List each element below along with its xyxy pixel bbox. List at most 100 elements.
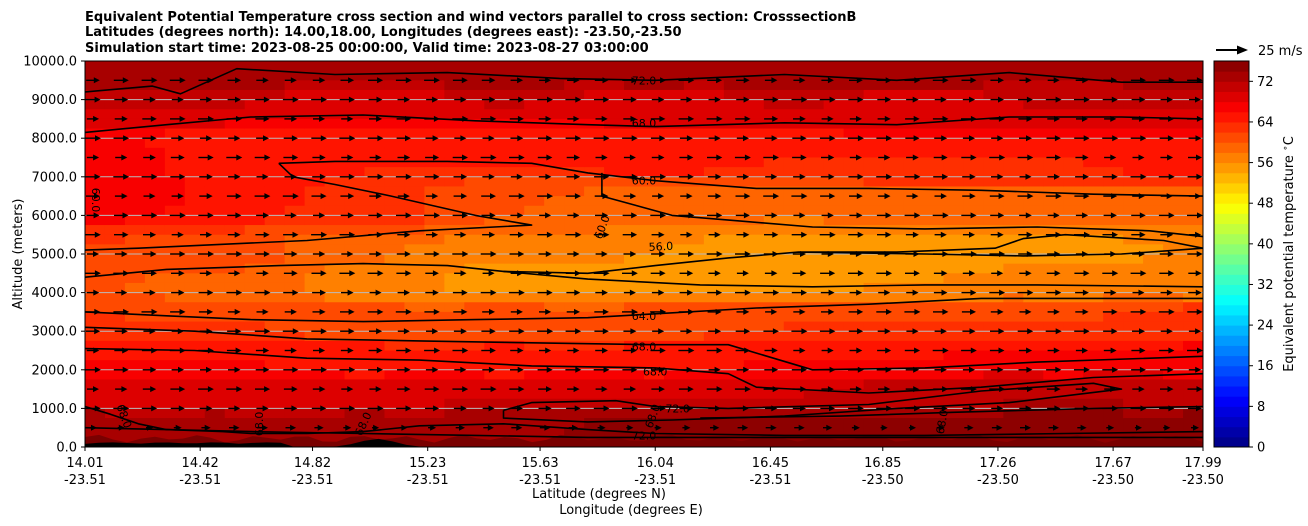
field-cell [1063, 398, 1084, 409]
wind-arrow-head [940, 193, 947, 200]
field-cell [1083, 340, 1104, 352]
field-cell [883, 369, 905, 381]
field-cell [1063, 118, 1084, 130]
wind-arrow-head [1167, 251, 1174, 257]
field-cell [723, 138, 745, 149]
field-cell [344, 302, 366, 313]
wind-arrow-head [743, 135, 749, 142]
field-cell [344, 147, 366, 159]
field-cell [1163, 398, 1184, 409]
wind-arrow-head [290, 424, 297, 431]
field-cell [344, 70, 366, 81]
field-cell [604, 128, 625, 139]
field-cell [424, 340, 445, 352]
colorbar-tick-label: 72 [1257, 75, 1274, 90]
colorbar-label-unit: C [1282, 136, 1297, 145]
field-cell [384, 369, 406, 381]
field-cell [524, 408, 545, 419]
wind-arrow-head [1055, 328, 1062, 335]
wind-arrow-head [655, 424, 662, 431]
field-cell [683, 244, 705, 255]
field-cell [783, 138, 805, 149]
field-cell [384, 61, 406, 72]
field-cell [1103, 389, 1124, 400]
field-cell [903, 398, 925, 409]
field-cell [723, 225, 745, 236]
field-cell [464, 360, 485, 371]
wind-arrow-head [489, 96, 496, 103]
field-cell [923, 147, 945, 159]
field-cell [244, 244, 266, 255]
field-cell [723, 398, 745, 409]
field-cell [124, 109, 146, 120]
wind-arrow-head [801, 193, 808, 200]
field-cell [144, 225, 166, 236]
field-cell [85, 128, 106, 139]
field-cell [464, 427, 485, 438]
field-cell [1063, 61, 1084, 72]
wind-arrow-head [401, 424, 408, 431]
gridlines [85, 61, 1203, 447]
field-cell [204, 254, 226, 265]
field-cell [164, 350, 186, 361]
wind-arrow-head [405, 115, 412, 122]
field-cell [124, 167, 146, 178]
field-cell [663, 234, 685, 245]
wind-arrow-head [347, 212, 354, 219]
field-cell [324, 157, 346, 168]
field-cell [524, 292, 545, 303]
field-cell [564, 254, 585, 265]
wind-arrow-head [546, 270, 552, 277]
field-cell [384, 234, 406, 245]
field-cell [703, 61, 725, 72]
wind-arrow-head [207, 347, 214, 354]
field-cell [883, 157, 905, 168]
field-cell [1023, 215, 1044, 226]
field-cell [564, 350, 585, 361]
field-cell [584, 340, 605, 352]
field-cell [1063, 89, 1084, 101]
wind-arrow-head [490, 386, 497, 393]
field-cell [144, 398, 166, 409]
field-cell [983, 89, 1004, 101]
field-cell [1063, 340, 1084, 352]
field-cell [1043, 360, 1064, 371]
field-cell [344, 99, 366, 110]
field-cell [164, 167, 186, 178]
wind-arrow-head [376, 231, 383, 238]
field-cell [184, 138, 206, 149]
field-cell [663, 147, 685, 159]
wind-vectors [85, 77, 1203, 431]
field-cell [883, 398, 905, 409]
field-cell [624, 61, 645, 72]
field-cell [1083, 389, 1104, 400]
quiver-key-arrow-head [1237, 45, 1248, 55]
wind-arrow-head [884, 193, 891, 200]
wind-arrow-head [1053, 212, 1060, 219]
field-cell [544, 254, 565, 265]
wind-arrow-head [319, 173, 326, 180]
field-cell [983, 254, 1004, 265]
contour-label: 72.0 [632, 74, 657, 87]
field-cell [883, 186, 905, 197]
field-cell [783, 398, 805, 409]
field-cell [883, 70, 905, 81]
colorbar-swatch [1214, 436, 1249, 448]
x-tick-label-lon: -23.51 [407, 473, 449, 488]
field-cell [85, 138, 106, 149]
wind-arrow-head [377, 77, 384, 84]
field-cell [204, 89, 226, 101]
wind-arrow-head [264, 386, 271, 393]
field-cell [963, 99, 984, 110]
wind-arrow-head [997, 231, 1004, 238]
field-cell [264, 398, 286, 409]
field-cell [1083, 89, 1104, 101]
field-cell [703, 350, 725, 361]
wind-arrow-head [631, 270, 638, 277]
field-cell [264, 157, 286, 168]
field-cell [723, 418, 745, 429]
field-cell [1103, 61, 1124, 72]
field-cell [963, 254, 984, 265]
field-cell [703, 70, 725, 81]
field-cell [823, 311, 845, 323]
